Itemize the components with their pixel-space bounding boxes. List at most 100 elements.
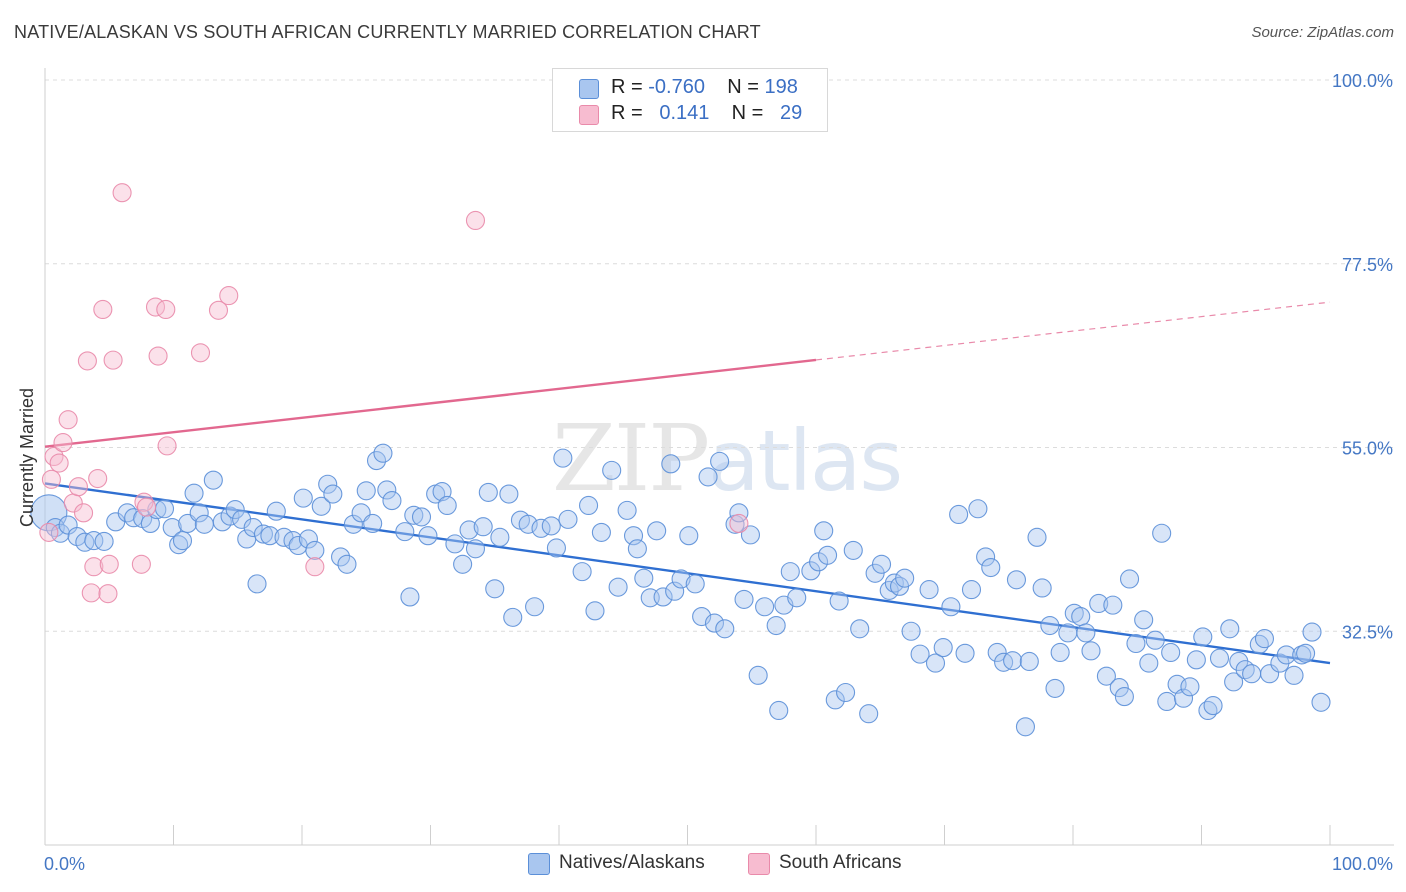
data-point — [1109, 678, 1129, 698]
y-axis-title: Currently Married — [17, 388, 37, 527]
data-point — [1284, 665, 1304, 685]
axis-labels: 100.0% 77.5% 55.0% 32.5% 0.0% 100.0% Currently… — [17, 71, 1393, 874]
trend-line-dashed — [815, 301, 1331, 361]
data-point — [766, 615, 786, 636]
data-point — [541, 516, 561, 536]
data-point — [585, 601, 605, 621]
data-point — [99, 554, 119, 574]
data-point — [225, 500, 245, 520]
legend-swatch-south-africans — [579, 105, 599, 125]
data-point — [850, 619, 870, 639]
data-point — [558, 509, 578, 529]
data-point — [465, 210, 486, 231]
trend-lines — [44, 301, 1331, 665]
data-point — [411, 507, 432, 527]
data-point — [1081, 641, 1101, 661]
source-label: Source: ZipAtlas.com — [1251, 24, 1394, 41]
chart-title: NATIVE/ALASKAN VS SOUTH AFRICAN CURRENTL… — [14, 22, 761, 42]
data-point — [1089, 593, 1109, 614]
data-point — [1126, 633, 1146, 654]
data-point — [968, 499, 988, 519]
data-point — [1114, 687, 1134, 707]
data-point — [829, 591, 849, 611]
data-point — [704, 613, 725, 633]
data-point — [553, 448, 573, 468]
data-point — [787, 588, 807, 608]
data-point — [572, 562, 592, 582]
data-point — [157, 436, 177, 456]
data-point — [49, 453, 69, 473]
data-point — [814, 521, 834, 541]
data-point — [1045, 678, 1065, 698]
data-point — [377, 480, 397, 500]
data-point — [311, 496, 331, 516]
data-point — [665, 581, 685, 601]
data-point — [1003, 651, 1023, 671]
data-point — [685, 574, 705, 594]
data-point — [445, 534, 465, 554]
series-points-0 — [30, 443, 1331, 737]
data-point — [323, 484, 343, 504]
data-point — [453, 554, 473, 574]
data-point — [1119, 569, 1140, 589]
data-point — [901, 621, 921, 641]
data-point — [84, 531, 104, 551]
data-point — [1152, 523, 1172, 543]
data-point — [1249, 634, 1269, 654]
legend-n-label: N = — [727, 76, 765, 98]
data-point — [1276, 645, 1296, 665]
data-point — [671, 569, 691, 589]
legend-r-value: -0.760 — [648, 76, 705, 98]
data-point — [748, 665, 768, 685]
data-point — [1209, 648, 1230, 668]
data-point — [473, 517, 493, 537]
data-point — [30, 494, 68, 532]
x-tick-label: 100.0% — [1332, 854, 1393, 874]
data-point — [190, 343, 211, 363]
legend-r-label: R = — [611, 102, 649, 124]
data-point — [518, 514, 538, 534]
data-point — [949, 504, 969, 525]
data-point — [1161, 642, 1181, 663]
data-point — [404, 505, 424, 525]
series-legend: Natives/Alaskans South Africans — [0, 851, 1406, 879]
watermark-zip: ZIP — [552, 405, 710, 512]
data-point — [1139, 653, 1159, 673]
data-point — [627, 539, 647, 559]
data-point — [1186, 650, 1206, 670]
data-point — [825, 690, 845, 710]
data-point — [212, 512, 232, 532]
data-point — [318, 474, 338, 494]
y-tick-label: 100.0% — [1332, 71, 1393, 91]
data-point — [98, 584, 118, 604]
data-point — [208, 300, 229, 320]
data-point — [910, 644, 930, 664]
data-point — [305, 540, 325, 560]
data-point — [382, 491, 402, 511]
data-point — [112, 183, 132, 203]
data-point — [1015, 717, 1036, 737]
data-point — [503, 607, 523, 627]
data-point — [836, 682, 856, 703]
data-point — [895, 568, 915, 588]
data-point — [247, 574, 267, 594]
data-point — [1027, 527, 1047, 547]
data-point — [330, 547, 351, 567]
legend-label-south-africans: South Africans — [779, 852, 902, 873]
data-point — [1096, 666, 1116, 686]
data-point — [172, 531, 193, 551]
data-point — [94, 531, 114, 551]
data-point — [39, 522, 59, 542]
data-point — [1203, 696, 1223, 716]
data-point — [260, 526, 280, 546]
data-point — [203, 470, 223, 490]
data-point — [734, 589, 754, 609]
data-point — [465, 539, 486, 559]
legend-r-value: 0.141 — [659, 102, 710, 124]
data-point — [1134, 610, 1154, 630]
data-point — [525, 597, 545, 617]
data-point — [1311, 692, 1331, 712]
data-point — [366, 451, 387, 471]
data-point — [871, 554, 892, 574]
